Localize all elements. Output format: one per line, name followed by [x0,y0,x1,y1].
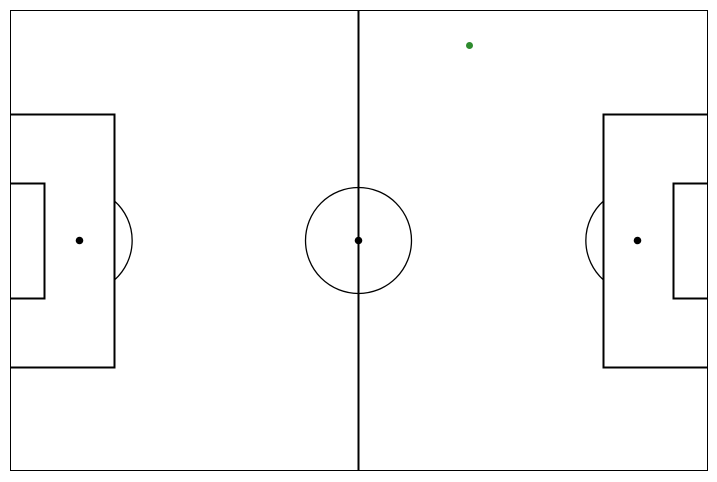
center-spot [354,236,363,245]
right-penalty-arc [585,200,604,281]
right-goal-area [672,182,708,300]
left-goal-area [10,182,46,300]
right-penalty-area [602,113,708,369]
right-penalty-spot [633,236,642,245]
center-circle [304,186,413,295]
ball-marker [466,42,473,49]
left-penalty-spot [75,236,84,245]
left-penalty-area [10,113,116,369]
left-penalty-arc [114,200,133,281]
